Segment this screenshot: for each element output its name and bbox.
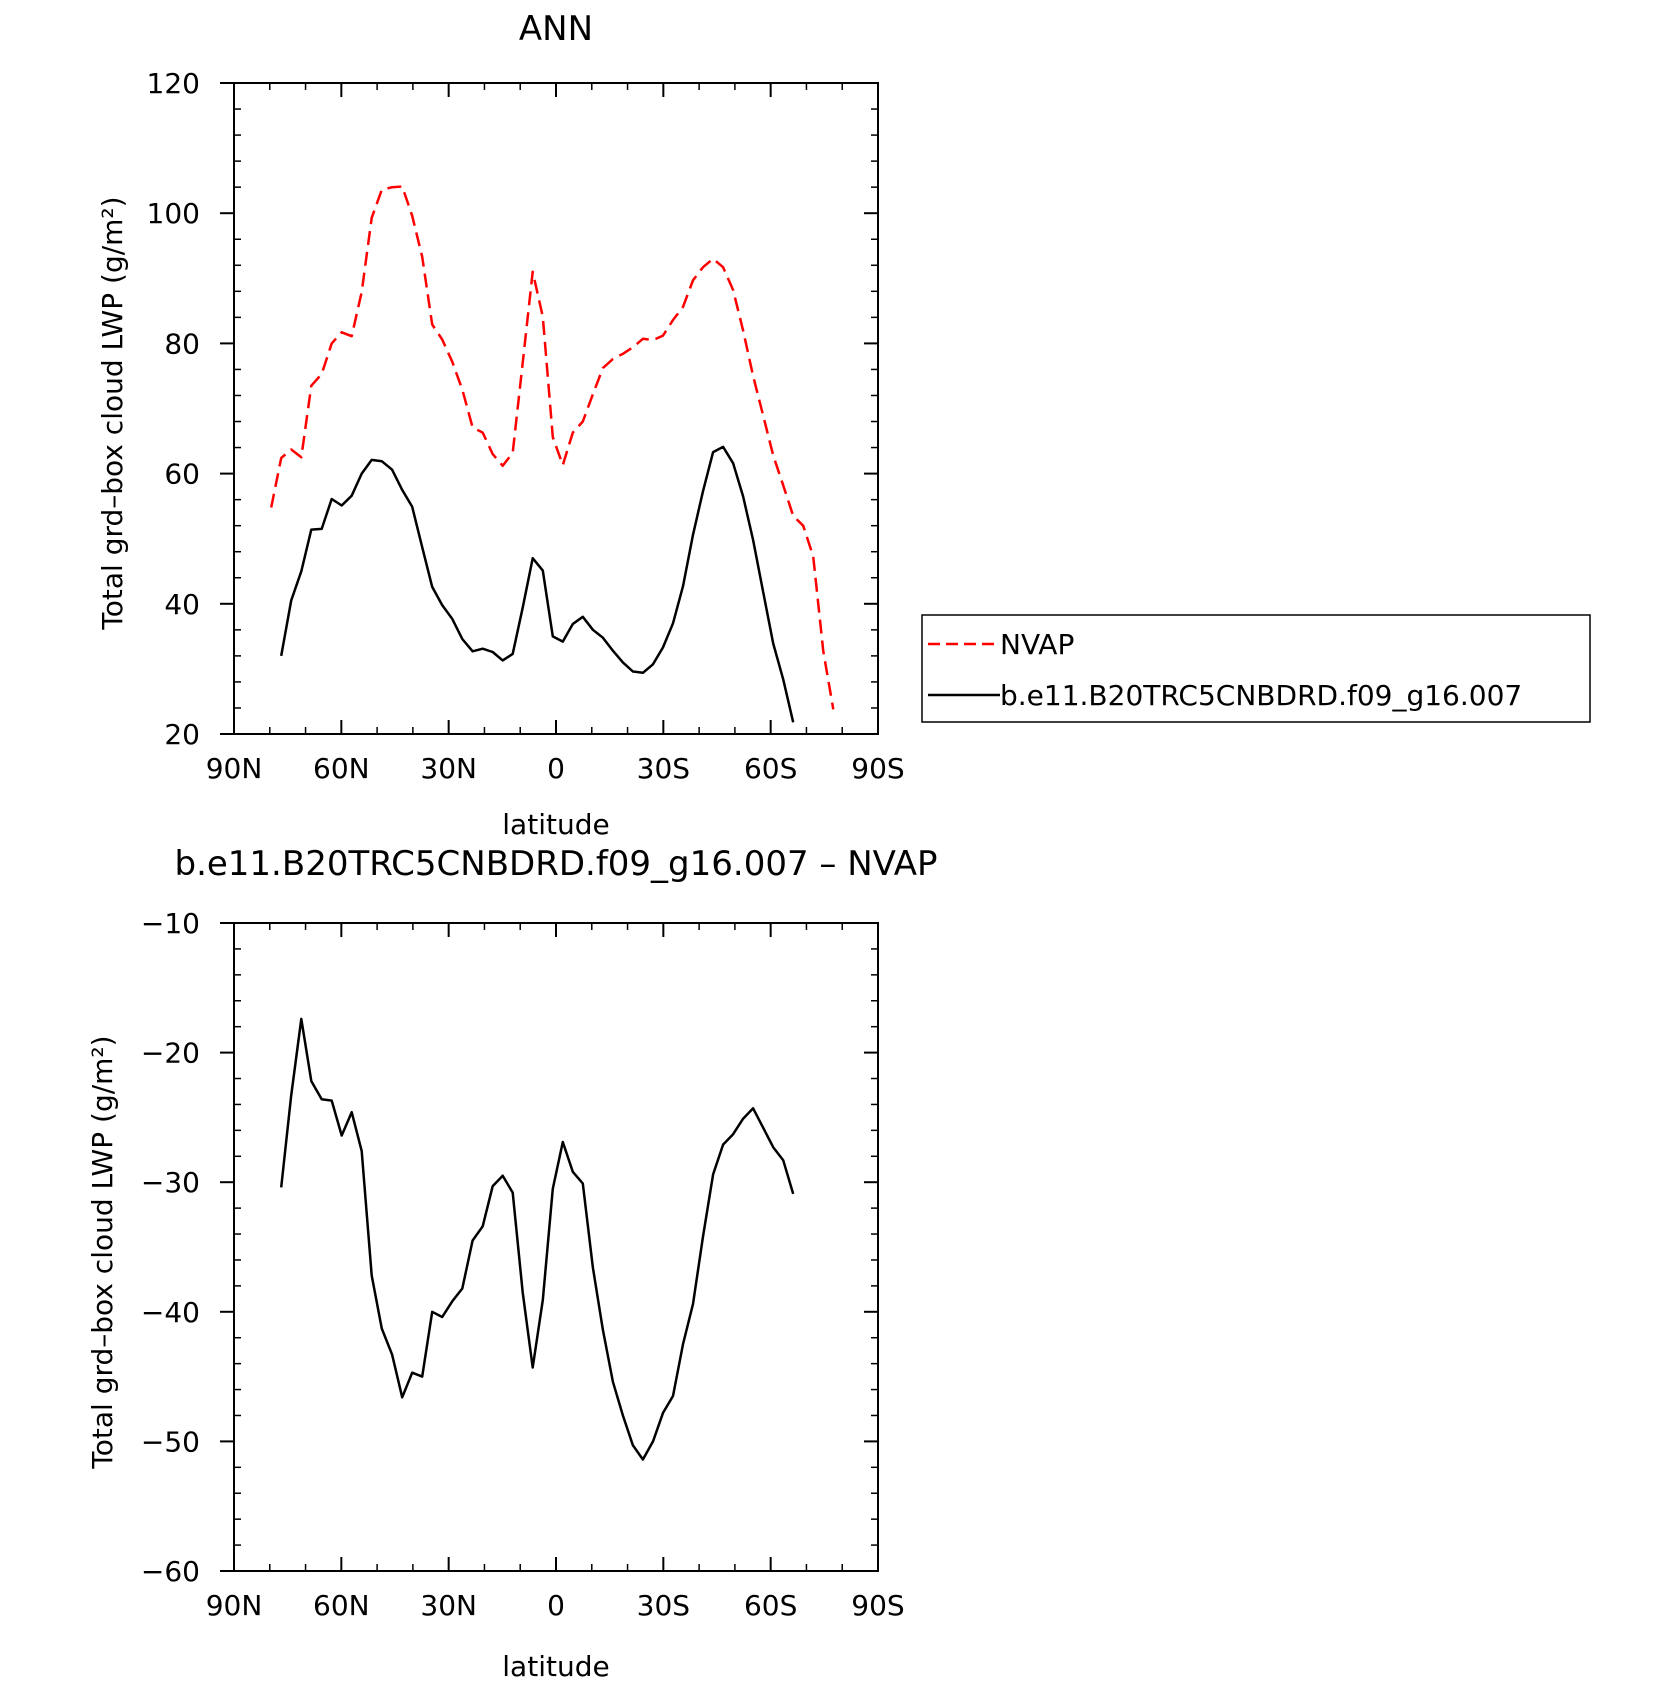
top-panel-y-tick-label: 120 — [147, 67, 200, 100]
bottom-panel-title: b.e11.B20TRC5CNBDRD.f09_g16.007 – NVAP — [174, 844, 937, 884]
legend-label-nvap: NVAP — [1000, 628, 1074, 661]
top-panel-x-tick-label: 30N — [420, 752, 477, 785]
top-panel-x-tick-label: 90S — [851, 752, 904, 785]
bottom-panel-series-line-0 — [279, 1017, 795, 1461]
top-panel-title: ANN — [519, 9, 593, 49]
bottom-panel-y-tick-label: −50 — [141, 1425, 200, 1458]
top-panel-tick-labels: 90N 60N 30N 0 30S 60S 90S 20 40 60 80 100 120 — [147, 67, 905, 785]
bottom-panel-x-tick-label: 90S — [851, 1589, 904, 1622]
bottom-panel-x-tick-label: 60S — [744, 1589, 797, 1622]
bottom-panel-x-tick-label: 90N — [206, 1589, 263, 1622]
legend-label-model: b.e11.B20TRC5CNBDRD.f09_g16.007 — [1000, 679, 1522, 712]
top-panel-y-tick-label: 100 — [147, 197, 200, 230]
bottom-panel-x-tick-label: 0 — [547, 1589, 565, 1622]
bottom-panel-y-tick-label: −20 — [141, 1037, 200, 1070]
top-panel-plot-frame — [233, 82, 879, 735]
top-panel-ticks — [220, 82, 879, 735]
bottom-panel-plot-frame — [233, 922, 879, 1572]
top-panel-x-tick-label: 60S — [744, 752, 797, 785]
top-panel-y-tick-label: 40 — [164, 588, 200, 621]
top-panel-y-tick-label: 60 — [164, 458, 200, 491]
top-panel-series-line-0 — [269, 185, 835, 710]
bottom-panel: b.e11.B20TRC5CNBDRD.f09_g16.007 – NVAP l… — [86, 844, 938, 1681]
top-panel-x-tick-label: 30S — [637, 752, 690, 785]
bottom-panel-y-tick-label: −40 — [141, 1296, 200, 1329]
bottom-panel-ticks — [220, 922, 879, 1572]
bottom-panel-y-tick-label: −60 — [141, 1555, 200, 1588]
bottom-panel-tick-labels: 90N 60N 30N 0 30S 60S 90S −60 −50 −40 −30 −20 −10 — [141, 907, 905, 1622]
bottom-panel-y-tick-label: −10 — [141, 907, 200, 940]
top-panel-x-tick-label: 0 — [547, 752, 565, 785]
bottom-panel-y-tick-label: −30 — [141, 1166, 200, 1199]
top-panel-y-axis-label: Total grd–box cloud LWP (g/m²) — [96, 196, 129, 630]
top-panel-x-tick-label: 60N — [313, 752, 370, 785]
legend: NVAP b.e11.B20TRC5CNBDRD.f09_g16.007 — [921, 614, 1591, 723]
top-panel-series-line-1 — [279, 445, 795, 723]
bottom-panel-x-tick-label: 30S — [637, 1589, 690, 1622]
bottom-panel-x-axis-label: latitude — [502, 1650, 609, 1681]
legend-box — [921, 614, 1591, 723]
bottom-panel-y-axis-label: Total grd–box cloud LWP (g/m²) — [86, 1035, 119, 1469]
top-panel-x-axis-label: latitude — [502, 808, 609, 841]
bottom-panel-x-tick-label: 30N — [420, 1589, 477, 1622]
top-panel: ANN latitude Total grd–box cloud LWP (g/… — [96, 9, 1591, 841]
top-panel-y-tick-label: 80 — [164, 327, 200, 360]
top-panel-y-tick-label: 20 — [164, 718, 200, 751]
bottom-panel-x-tick-label: 60N — [313, 1589, 370, 1622]
top-panel-series — [269, 185, 835, 723]
bottom-panel-series — [279, 1017, 795, 1461]
top-panel-x-tick-label: 90N — [206, 752, 263, 785]
